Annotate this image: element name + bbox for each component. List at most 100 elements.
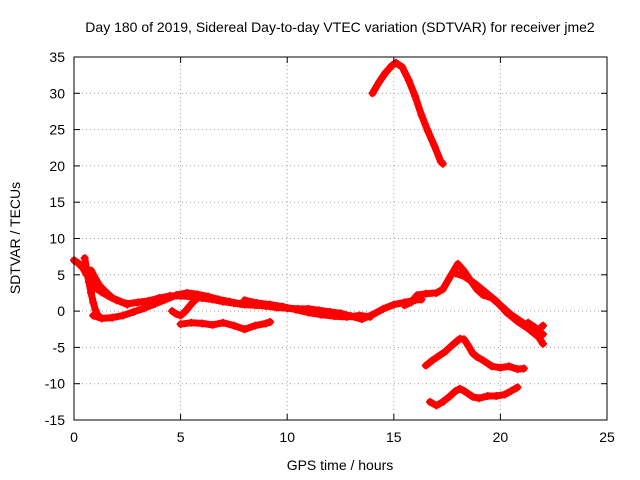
- y-tick-label: -10: [45, 376, 65, 392]
- data-point: [500, 390, 509, 399]
- data-point: [492, 296, 501, 305]
- data-point: [432, 401, 441, 410]
- data-point: [261, 319, 270, 328]
- series-line: [177, 318, 274, 333]
- data-point: [483, 392, 492, 401]
- series-trace-12: [421, 334, 528, 374]
- y-tick-label: 30: [49, 85, 65, 101]
- data-point: [193, 294, 202, 303]
- data-point: [91, 274, 100, 283]
- data-point: [229, 321, 238, 330]
- data-point: [451, 386, 460, 395]
- data-point: [381, 68, 390, 77]
- series-line: [524, 319, 547, 334]
- data-point: [513, 317, 522, 326]
- data-point: [475, 394, 484, 403]
- data-point: [451, 338, 460, 347]
- data-point: [89, 298, 98, 307]
- y-axis-label: SDTVAR / TECUs: [7, 182, 23, 294]
- data-point: [87, 288, 96, 297]
- data-point: [176, 320, 185, 329]
- data-point: [404, 76, 413, 85]
- data-point: [189, 297, 198, 306]
- data-point: [387, 61, 396, 70]
- data-point: [91, 305, 100, 314]
- data-point: [87, 266, 96, 275]
- data-point: [479, 356, 488, 365]
- data-point: [391, 58, 400, 67]
- data-point: [240, 296, 249, 305]
- data-point: [89, 311, 98, 320]
- data-point: [172, 310, 181, 319]
- data-point: [317, 310, 326, 319]
- data-point: [266, 317, 275, 326]
- data-point: [108, 313, 117, 322]
- data-point: [413, 291, 422, 300]
- data-point: [95, 281, 104, 290]
- series-trace-5: [168, 291, 206, 320]
- data-point: [438, 397, 447, 406]
- data-point: [208, 320, 217, 329]
- data-point: [432, 288, 441, 297]
- x-tick-label: 0: [70, 429, 78, 445]
- series-trace-7: [240, 296, 375, 321]
- data-point: [417, 111, 426, 120]
- data-point: [151, 299, 160, 308]
- data-point: [530, 323, 539, 332]
- data-point: [80, 254, 89, 263]
- data-point: [251, 321, 260, 330]
- data-point: [534, 333, 543, 342]
- data-point: [421, 361, 430, 370]
- series-line: [89, 289, 255, 322]
- data-point: [507, 386, 516, 395]
- data-point: [374, 78, 383, 87]
- data-point: [266, 300, 275, 309]
- data-point: [481, 288, 490, 297]
- data-point: [513, 383, 522, 392]
- data-point: [236, 299, 245, 308]
- chart-title: Day 180 of 2019, Sidereal Day-to-day VTE…: [85, 19, 595, 35]
- data-point: [421, 289, 430, 298]
- data-point: [253, 299, 262, 308]
- data-point: [472, 352, 481, 361]
- data-point: [140, 304, 149, 313]
- grid-lines: [74, 57, 607, 420]
- series-line: [452, 269, 547, 348]
- data-point: [161, 295, 170, 304]
- data-point: [133, 298, 142, 307]
- data-point: [123, 300, 132, 309]
- series-trace-6: [176, 317, 275, 334]
- series-trace-13: [426, 383, 522, 410]
- data-point: [304, 308, 313, 317]
- data-point: [116, 297, 125, 306]
- data-point: [496, 363, 505, 372]
- data-point: [468, 349, 477, 358]
- data-point: [468, 392, 477, 401]
- data-point: [398, 63, 407, 72]
- series-trace-3: [87, 266, 132, 309]
- data-point: [447, 341, 456, 350]
- data-point: [330, 312, 339, 321]
- data-series: [70, 58, 548, 410]
- data-point: [168, 307, 177, 316]
- y-tick-label: 15: [49, 194, 65, 210]
- data-point: [197, 291, 206, 300]
- data-point: [438, 285, 447, 294]
- y-tick-label: -5: [53, 339, 66, 355]
- data-point: [460, 272, 469, 281]
- data-point: [445, 274, 454, 283]
- data-point: [423, 127, 432, 136]
- y-tick-label: 20: [49, 158, 65, 174]
- data-point: [291, 305, 300, 314]
- data-point: [430, 141, 439, 150]
- data-point: [219, 318, 228, 327]
- data-point: [451, 269, 460, 278]
- data-point: [440, 347, 449, 356]
- data-point: [519, 364, 528, 373]
- data-point: [411, 92, 420, 101]
- data-point: [176, 311, 185, 320]
- data-point: [539, 321, 548, 330]
- data-point: [487, 362, 496, 371]
- data-point: [438, 159, 447, 168]
